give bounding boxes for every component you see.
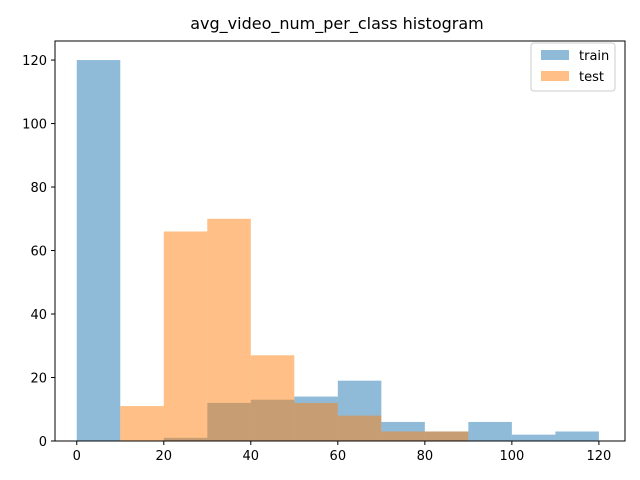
x-tick-label: 0 bbox=[73, 449, 81, 464]
bar-test-4 bbox=[294, 402, 338, 441]
bar-train-9 bbox=[468, 421, 512, 441]
bar-test-0 bbox=[120, 406, 164, 441]
bar-train-10 bbox=[511, 434, 556, 441]
x-tick-label: 120 bbox=[586, 449, 611, 464]
x-tick-label: 100 bbox=[499, 449, 524, 464]
y-tick-label: 20 bbox=[30, 372, 47, 387]
x-tick-label: 20 bbox=[156, 449, 173, 464]
bar-test-5 bbox=[337, 415, 382, 441]
y-tick-label: 120 bbox=[22, 54, 47, 69]
x-tick-label: 80 bbox=[417, 449, 434, 464]
y-tick-label: 0 bbox=[39, 435, 47, 450]
bar-test-1 bbox=[163, 231, 208, 441]
y-tick-label: 60 bbox=[30, 245, 47, 260]
y-tick-label: 100 bbox=[22, 118, 47, 133]
bar-test-7 bbox=[424, 431, 469, 441]
x-tick-label: 40 bbox=[243, 449, 260, 464]
x-tick-label: 60 bbox=[330, 449, 347, 464]
legend: train test bbox=[530, 42, 616, 92]
legend-label-test: test bbox=[579, 70, 604, 85]
y-axis: 0 20 40 60 80 100 120 bbox=[22, 54, 55, 450]
axes-frame bbox=[54, 40, 626, 442]
legend-swatch-train bbox=[541, 50, 569, 60]
bar-test-3 bbox=[250, 355, 295, 441]
y-tick-label: 80 bbox=[30, 181, 47, 196]
bar-test-6 bbox=[381, 431, 425, 441]
bar-test-2 bbox=[207, 218, 251, 441]
bars-group bbox=[76, 60, 599, 442]
x-axis: 0 20 40 60 80 100 120 bbox=[73, 441, 611, 464]
chart-title: avg_video_num_per_class histogram bbox=[190, 14, 484, 34]
y-tick-label: 40 bbox=[30, 308, 47, 323]
bar-train-11 bbox=[555, 431, 599, 441]
legend-swatch-test bbox=[541, 71, 569, 81]
bar-train-0 bbox=[76, 60, 121, 442]
legend-label-train: train bbox=[579, 49, 609, 64]
